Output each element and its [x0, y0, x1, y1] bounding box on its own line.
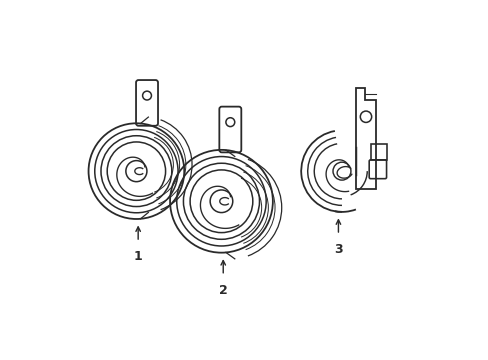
Text: 2: 2 — [219, 284, 227, 297]
Text: 1: 1 — [134, 250, 142, 263]
Text: 3: 3 — [333, 243, 342, 256]
